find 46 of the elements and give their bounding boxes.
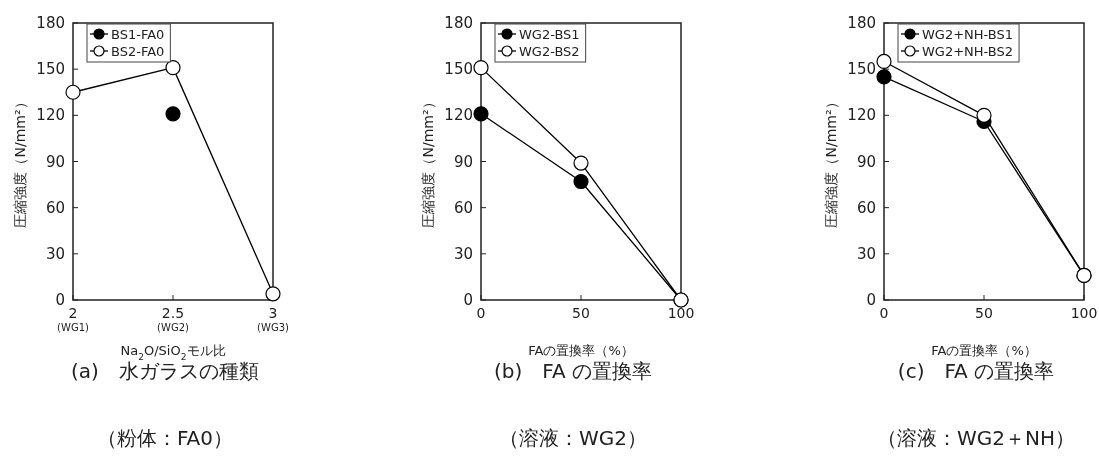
y-tick-label: 30	[856, 244, 876, 263]
y-tick-label: 120	[36, 106, 65, 125]
y-tick-label: 90	[45, 152, 65, 171]
x-tick-label: 100	[1070, 305, 1098, 321]
x-tick-label: 3 (WG3)	[257, 305, 289, 333]
x-tick-label: 0	[476, 305, 486, 321]
y-tick-label: 180	[847, 14, 876, 32]
y-tick-label: 120	[847, 106, 876, 125]
text: (a) 水ガラスの種類	[71, 359, 259, 383]
legend-label: WG2+NH-BS2	[922, 44, 1014, 59]
y-tick-label: 150	[847, 60, 876, 79]
text: （溶液：WG2）	[499, 426, 647, 450]
y-axis-title: 圧縮強度（N/mm²）	[12, 95, 28, 228]
x-axis-title: FAの置換率（%）	[931, 343, 1037, 358]
y-tick-label: 90	[453, 152, 473, 171]
legend-label: WG2-BS1	[519, 27, 580, 42]
y-axis-title: 圧縮強度（N/mm²）	[823, 95, 839, 228]
x-tick-label: 100	[667, 305, 695, 321]
text: （溶液：WG2＋NH）	[877, 426, 1075, 450]
x-axis-title: Na$_{2}$O/SiO$_{2}$モル比	[120, 343, 226, 362]
y-tick-label: 150	[444, 60, 473, 79]
y-tick-label: 60	[453, 198, 473, 217]
y-tick-label: 90	[856, 152, 876, 171]
text: （粉体：FA0）	[96, 426, 234, 450]
y-tick-label: 180	[444, 14, 473, 32]
x-tick-label: 50	[975, 305, 993, 321]
y-tick-label: 30	[45, 244, 65, 263]
y-tick-label: 60	[45, 198, 65, 217]
x-axis-title: FAの置換率（%）	[528, 343, 634, 358]
x-tick-label: 0	[879, 305, 889, 321]
legend-label: BS2-FA0	[111, 44, 165, 59]
x-tick-label: 50	[572, 305, 590, 321]
y-tick-label: 180	[36, 14, 65, 32]
y-tick-label: 60	[856, 198, 876, 217]
legend-label: BS1-FA0	[111, 27, 165, 42]
x-tick-label: 2.5 (WG2)	[157, 305, 189, 333]
y-tick-label: 0	[463, 291, 473, 309]
y-axis-title: 圧縮強度（N/mm²）	[420, 95, 436, 228]
text: (c) FA の置換率	[897, 359, 1055, 383]
y-tick-label: 120	[444, 106, 473, 125]
y-tick-label: 0	[866, 291, 876, 309]
text: (b) FA の置換率	[493, 359, 653, 383]
legend-label: WG2-BS2	[519, 44, 580, 59]
y-tick-label: 150	[36, 60, 65, 79]
y-tick-label: 30	[453, 244, 473, 263]
legend-label: WG2+NH-BS1	[922, 27, 1014, 42]
